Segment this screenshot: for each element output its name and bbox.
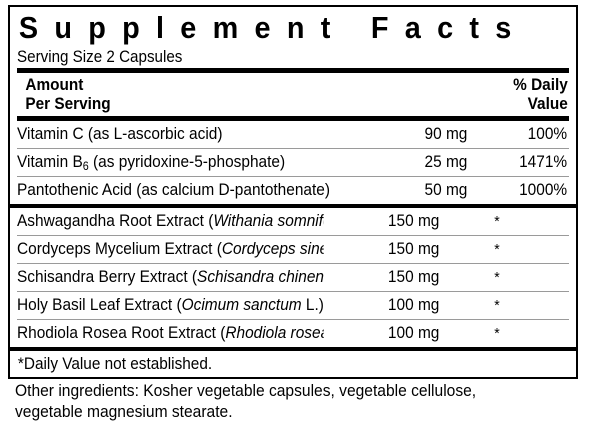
table-row: Vitamin C (as L-ascorbic acid) 90 mg 100…: [17, 121, 569, 148]
row-divider: [17, 263, 569, 264]
nutrient-daily-value: *: [494, 269, 500, 286]
nutrient-name-text: Vitamin C (as L-ascorbic acid): [17, 125, 223, 143]
rule-above-footnote: [10, 347, 576, 351]
nutrient-name-text: Schisandra Berry Extract (: [17, 268, 198, 286]
nutrient-amount: 150 mg: [387, 212, 440, 230]
serving-size-text: Serving Size 2 Capsules: [17, 48, 183, 66]
botanical-name: Withania somnifera: [213, 212, 323, 230]
facts-panel-inner: Supplement Facts Serving Size 2 Capsules: [10, 9, 576, 68]
nutrient-name: Vitamin B6 (as pyridoxine-5-phosphate): [17, 153, 350, 173]
nutrient-amount: 150 mg: [387, 240, 440, 258]
table-row: Ashwagandha Root Extract (Withania somni…: [17, 208, 569, 235]
nutrient-amount: 50 mg: [424, 181, 468, 199]
nutrient-name: Holy Basil Leaf Extract (Ocimum sanctum …: [17, 296, 324, 314]
nutrient-amount: 90 mg: [424, 125, 468, 143]
nutrient-amount: 100 mg: [387, 296, 440, 314]
herbal-rows: Ashwagandha Root Extract (Withania somni…: [10, 208, 576, 347]
nutrient-daily-value: 1471%: [519, 153, 568, 171]
nutrient-name-text: Pantothenic Acid (as calcium D-pantothen…: [17, 181, 331, 199]
other-ingredients-text: Other ingredients: Kosher vegetable caps…: [15, 382, 477, 421]
nutrient-name-text: Cordyceps Mycelium Extract (: [17, 240, 222, 258]
rule-below-column-headers: [17, 116, 569, 121]
row-divider: [17, 319, 569, 320]
rule-below-serving-size: [17, 68, 569, 73]
page-title: Supplement Facts: [18, 10, 528, 45]
table-row: Pantothenic Acid (as calcium D-pantothen…: [17, 177, 569, 204]
amount-header-line2: Per Serving: [25, 94, 111, 113]
column-header-block: Amount Per Serving % Daily Value: [10, 73, 576, 116]
row-divider: [17, 148, 569, 149]
amount-header-line1: Amount: [25, 76, 84, 94]
nutrient-name: Schisandra Berry Extract (Schisandra chi…: [17, 268, 324, 286]
nutrient-name-text: Ashwagandha Root Extract (: [17, 212, 214, 230]
nutrient-name-suffix: (as pyridoxine-5-phosphate): [88, 153, 286, 171]
nutrient-daily-value: 1000%: [519, 181, 568, 199]
nutrient-amount: 100 mg: [387, 324, 440, 342]
nutrient-name-text: Vitamin B: [17, 153, 83, 171]
row-divider: [17, 235, 569, 236]
table-row: Holy Basil Leaf Extract (Ocimum sanctum …: [17, 292, 569, 319]
rule-between-vitamins-and-herbs: [10, 204, 576, 208]
dv-header-line2: Value: [527, 94, 569, 113]
nutrient-name: Vitamin C (as L-ascorbic acid): [17, 125, 350, 143]
nutrient-name: Ashwagandha Root Extract (Withania somni…: [17, 212, 324, 230]
nutrient-daily-value: *: [494, 241, 500, 258]
row-divider: [17, 291, 569, 292]
nutrient-daily-value: *: [494, 297, 500, 314]
nutrient-name: Rhodiola Rosea Root Extract (Rhodiola ro…: [17, 324, 324, 342]
nutrient-amount: 25 mg: [424, 153, 468, 171]
nutrient-daily-value: 100%: [527, 125, 568, 143]
facts-panel: Supplement Facts Serving Size 2 Capsules…: [8, 5, 578, 379]
botanical-name: Schisandra chinensis: [197, 268, 324, 286]
nutrient-name-text: Rhodiola Rosea Root Extract (: [17, 324, 226, 342]
nutrient-amount: 150 mg: [387, 268, 440, 286]
footnote-block: *Daily Value not established.: [10, 351, 576, 377]
botanical-name: Rhodiola rosea: [225, 324, 324, 342]
botanical-name: Ocimum sanctum: [181, 296, 302, 314]
nutrient-name: Cordyceps Mycelium Extract (Cordyceps si…: [17, 240, 324, 258]
table-row: Rhodiola Rosea Root Extract (Rhodiola ro…: [17, 320, 569, 347]
nutrient-daily-value: *: [494, 213, 500, 230]
amount-per-serving-header: Amount Per Serving: [17, 76, 111, 113]
daily-value-footnote: *Daily Value not established.: [17, 355, 213, 373]
table-row: Schisandra Berry Extract (Schisandra chi…: [17, 264, 569, 291]
row-divider: [17, 176, 569, 177]
dv-header-line1: % Daily: [513, 76, 569, 94]
nutrient-daily-value: *: [494, 325, 500, 342]
daily-value-header: % Daily Value: [513, 76, 569, 113]
nutrient-name-text: Holy Basil Leaf Extract (: [17, 296, 182, 314]
botanical-name: Cordyceps sinensis: [221, 240, 324, 258]
column-headers: Amount Per Serving % Daily Value: [17, 73, 569, 116]
nutrient-name-subscript: 6: [82, 161, 89, 173]
nutrient-rows: Vitamin C (as L-ascorbic acid) 90 mg 100…: [10, 121, 576, 204]
table-row: Cordyceps Mycelium Extract (Cordyceps si…: [17, 236, 569, 263]
table-row: Vitamin B6 (as pyridoxine-5-phosphate) 2…: [17, 149, 569, 176]
nutrient-name-suffix: L.): [301, 296, 324, 314]
nutrient-name: Pantothenic Acid (as calcium D-pantothen…: [17, 181, 350, 199]
